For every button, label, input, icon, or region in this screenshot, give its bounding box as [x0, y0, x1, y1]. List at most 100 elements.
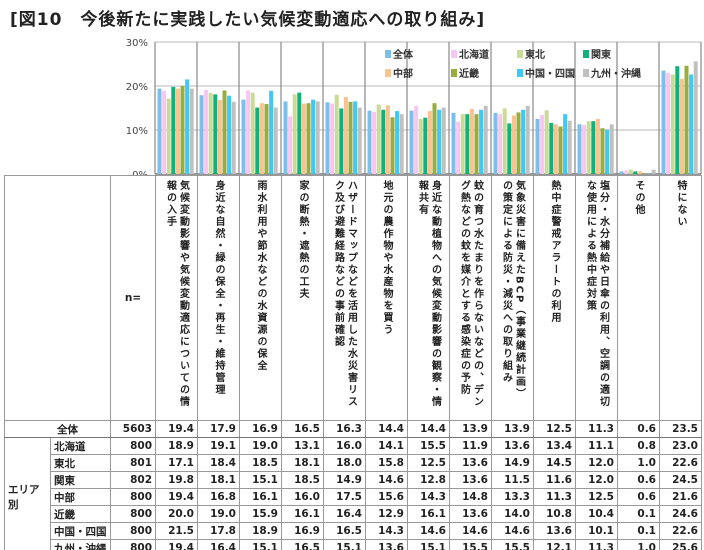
bar — [591, 121, 596, 174]
value-cell: 18.4 — [197, 454, 240, 472]
value-cell: 14.6 — [491, 522, 534, 540]
value-cell: 19.0 — [197, 505, 240, 523]
category-header: ハザードマップなどを活用した水災害リスク及び避難経路などの事前確認 — [323, 175, 366, 421]
bar — [628, 169, 633, 174]
legend-label: 中国・四国 — [525, 69, 575, 80]
category-header: 熱中症警戒アラートの利用 — [533, 175, 576, 421]
value-cell: 16.8 — [197, 488, 240, 506]
value-cell: 13.6 — [449, 454, 492, 472]
bar — [586, 121, 591, 174]
value-cell: 0.8 — [617, 437, 660, 455]
category-label: 雨水利用や節水などの水資源の保全 — [255, 180, 266, 372]
legend-swatch — [583, 49, 589, 58]
value-cell: 13.6 — [533, 522, 576, 540]
category-header: 地元の農作物や水産物を買う — [365, 175, 408, 421]
value-cell: 16.9 — [281, 522, 324, 540]
value-cell: 16.9 — [239, 420, 282, 438]
bar — [544, 110, 549, 174]
value-cell: 15.8 — [365, 454, 408, 472]
value-cell: 20.0 — [155, 505, 198, 523]
category-header: 蚊の育つ水たまりを作らないなどの、デング熱などの蚊を媒介とする感染症の予防 — [449, 175, 492, 421]
legend-swatch — [517, 49, 523, 58]
category-header: その他 — [617, 175, 660, 421]
value-cell: 17.1 — [155, 454, 198, 472]
bar — [269, 90, 274, 174]
bar — [432, 103, 437, 174]
value-cell: 14.6 — [449, 522, 492, 540]
bar — [525, 105, 530, 174]
bar — [157, 88, 162, 174]
bar — [451, 112, 456, 174]
bar — [325, 102, 330, 174]
bar — [231, 101, 236, 174]
bar — [437, 109, 442, 174]
value-cell: 13.6 — [491, 437, 534, 455]
value-cell: 14.6 — [365, 471, 408, 489]
n-value: 801 — [110, 454, 156, 472]
bar — [498, 114, 503, 174]
bar-chart: 0% 10% 20% 30% — [126, 38, 702, 176]
bar — [483, 105, 488, 174]
legend-item: 関東 — [583, 46, 649, 61]
bar — [273, 107, 278, 174]
bar — [493, 112, 498, 174]
value-cell: 14.8 — [449, 488, 492, 506]
value-cell: 17.5 — [323, 488, 366, 506]
table-row: 近畿 800 20.0 19.0 15.9 16.1 16.4 12.9 16.1 13.6 14.… — [5, 505, 702, 523]
row-label: 東北 — [50, 454, 111, 472]
value-cell: 18.1 — [197, 471, 240, 489]
bar — [553, 124, 558, 174]
category-label: その他 — [633, 180, 644, 216]
value-cell: 12.8 — [407, 471, 450, 489]
legend-swatch — [583, 68, 589, 77]
value-cell: 15.5 — [491, 539, 534, 550]
value-cell: 15.6 — [365, 488, 408, 506]
data-table: n= 気候変動影響や気候変動適応についての情報の入手 身近な自然・緑の保全・再生・維… — [4, 175, 702, 550]
bar — [297, 92, 302, 174]
legend-label: 北海道 — [459, 50, 489, 61]
category-header: 特にない — [659, 175, 702, 421]
bar — [330, 103, 335, 174]
value-cell: 0.6 — [617, 471, 660, 489]
bar — [619, 171, 624, 174]
value-cell: 18.9 — [239, 522, 282, 540]
category-label: 気候変動影響や気候変動適応についての情報の入手 — [164, 180, 189, 408]
value-cell: 13.9 — [491, 420, 534, 438]
legend-swatch — [517, 68, 523, 77]
bar — [390, 117, 395, 174]
table-row: 九州・沖縄 800 19.4 16.4 15.1 16.5 15.1 13.6 15.1 15.5… — [5, 539, 702, 550]
value-cell: 1.0 — [617, 454, 660, 472]
value-cell: 16.4 — [197, 539, 240, 550]
category-label: 身近な自然・緑の保全・再生・維持管理 — [213, 180, 224, 396]
value-cell: 13.4 — [533, 437, 576, 455]
bar — [558, 126, 563, 174]
legend-swatch — [385, 49, 391, 58]
value-cell: 0.1 — [617, 505, 660, 523]
bar — [600, 128, 605, 174]
value-cell: 15.1 — [323, 539, 366, 550]
bar — [217, 100, 222, 174]
bar — [367, 110, 372, 174]
bar — [474, 114, 479, 174]
y-tick-label: 20% — [126, 82, 148, 93]
bar — [376, 104, 381, 174]
bar — [162, 90, 167, 174]
bar — [264, 104, 269, 174]
value-cell: 12.0 — [575, 471, 618, 489]
bar — [684, 65, 689, 174]
y-tick-label: 30% — [126, 38, 148, 49]
value-cell: 13.6 — [449, 505, 492, 523]
value-cell: 14.1 — [365, 437, 408, 455]
bar — [385, 105, 390, 174]
bar — [222, 90, 227, 174]
bar — [535, 119, 540, 174]
legend: 全体 北海道 東北 関東 中部 近畿 中国・四国 九州・沖縄 — [385, 46, 655, 80]
value-cell: 13.1 — [281, 437, 324, 455]
bar — [348, 101, 353, 174]
n-value: 800 — [110, 488, 156, 506]
value-cell: 13.6 — [365, 539, 408, 550]
bar — [670, 74, 675, 174]
bar — [199, 95, 204, 174]
bar — [679, 78, 684, 174]
bar — [166, 98, 171, 174]
